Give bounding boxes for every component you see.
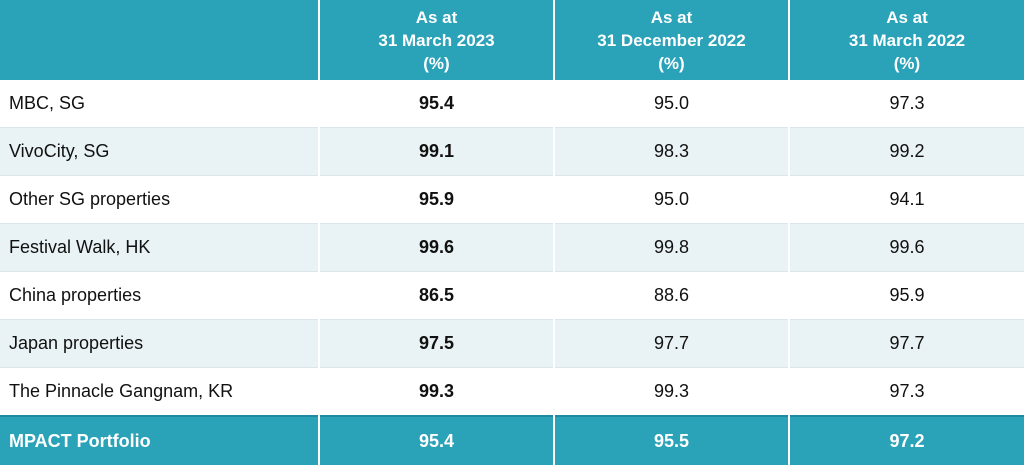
value-mar-2023: 99.3 (319, 367, 555, 417)
property-name: Festival Walk, HK (0, 223, 320, 272)
header-line: 31 March 2022 (848, 30, 966, 50)
table-row: The Pinnacle Gangnam, KR 99.3 99.3 97.3 (0, 367, 1024, 417)
value-dec-2022: 98.3 (554, 127, 790, 176)
portfolio-name: MPACT Portfolio (0, 415, 320, 465)
value-mar-2022: 97.7 (789, 319, 1024, 368)
header-line: (%) (423, 53, 450, 73)
value-mar-2023: 95.4 (319, 80, 555, 128)
property-name: Other SG properties (0, 175, 320, 224)
property-name: MBC, SG (0, 80, 320, 128)
table-row: VivoCity, SG 99.1 98.3 99.2 (0, 127, 1024, 176)
header-label-cell (0, 0, 320, 80)
table-header: As at 31 March 2023 (%) As at 31 Decembe… (0, 0, 1024, 80)
table-row: China properties 86.5 88.6 95.9 (0, 271, 1024, 320)
table-row: MBC, SG 95.4 95.0 97.3 (0, 80, 1024, 128)
property-name: China properties (0, 271, 320, 320)
header-line: (%) (658, 53, 685, 73)
table-row: Festival Walk, HK 99.6 99.8 99.6 (0, 223, 1024, 272)
header-mar-2023: As at 31 March 2023 (%) (319, 0, 555, 80)
value-mar-2023: 95.9 (319, 175, 555, 224)
value-mar-2022: 94.1 (789, 175, 1024, 224)
header-dec-2022: As at 31 December 2022 (%) (554, 0, 790, 80)
header-row: As at 31 March 2023 (%) As at 31 Decembe… (0, 0, 1024, 80)
value-dec-2022: 99.3 (554, 367, 790, 417)
value-mar-2023: 99.1 (319, 127, 555, 176)
value-mar-2023: 86.5 (319, 271, 555, 320)
property-name: VivoCity, SG (0, 127, 320, 176)
total-dec-2022: 95.5 (554, 415, 790, 465)
value-mar-2022: 99.6 (789, 223, 1024, 272)
header-line: As at (650, 7, 693, 27)
table-body: MBC, SG 95.4 95.0 97.3 VivoCity, SG 99.1… (0, 80, 1024, 465)
value-mar-2023: 97.5 (319, 319, 555, 368)
total-mar-2023: 95.4 (319, 415, 555, 465)
value-dec-2022: 88.6 (554, 271, 790, 320)
value-dec-2022: 99.8 (554, 223, 790, 272)
value-mar-2022: 99.2 (789, 127, 1024, 176)
value-dec-2022: 95.0 (554, 175, 790, 224)
header-line: As at (415, 7, 458, 27)
value-dec-2022: 95.0 (554, 80, 790, 128)
value-dec-2022: 97.7 (554, 319, 790, 368)
header-line: 31 March 2023 (378, 30, 495, 50)
header-mar-2022: As at 31 March 2022 (%) (789, 0, 1024, 80)
header-line: 31 December 2022 (597, 30, 746, 50)
header-line: As at (886, 7, 928, 27)
value-mar-2022: 95.9 (789, 271, 1024, 320)
table-row: Japan properties 97.5 97.7 97.7 (0, 319, 1024, 368)
total-mar-2022: 97.2 (789, 415, 1024, 465)
value-mar-2022: 97.3 (789, 80, 1024, 128)
value-mar-2023: 99.6 (319, 223, 555, 272)
portfolio-total-row: MPACT Portfolio 95.4 95.5 97.2 (0, 415, 1024, 465)
table-row: Other SG properties 95.9 95.0 94.1 (0, 175, 1024, 224)
header-line: (%) (893, 53, 921, 73)
property-name: Japan properties (0, 319, 320, 368)
property-name: The Pinnacle Gangnam, KR (0, 367, 320, 417)
value-mar-2022: 97.3 (789, 367, 1024, 417)
